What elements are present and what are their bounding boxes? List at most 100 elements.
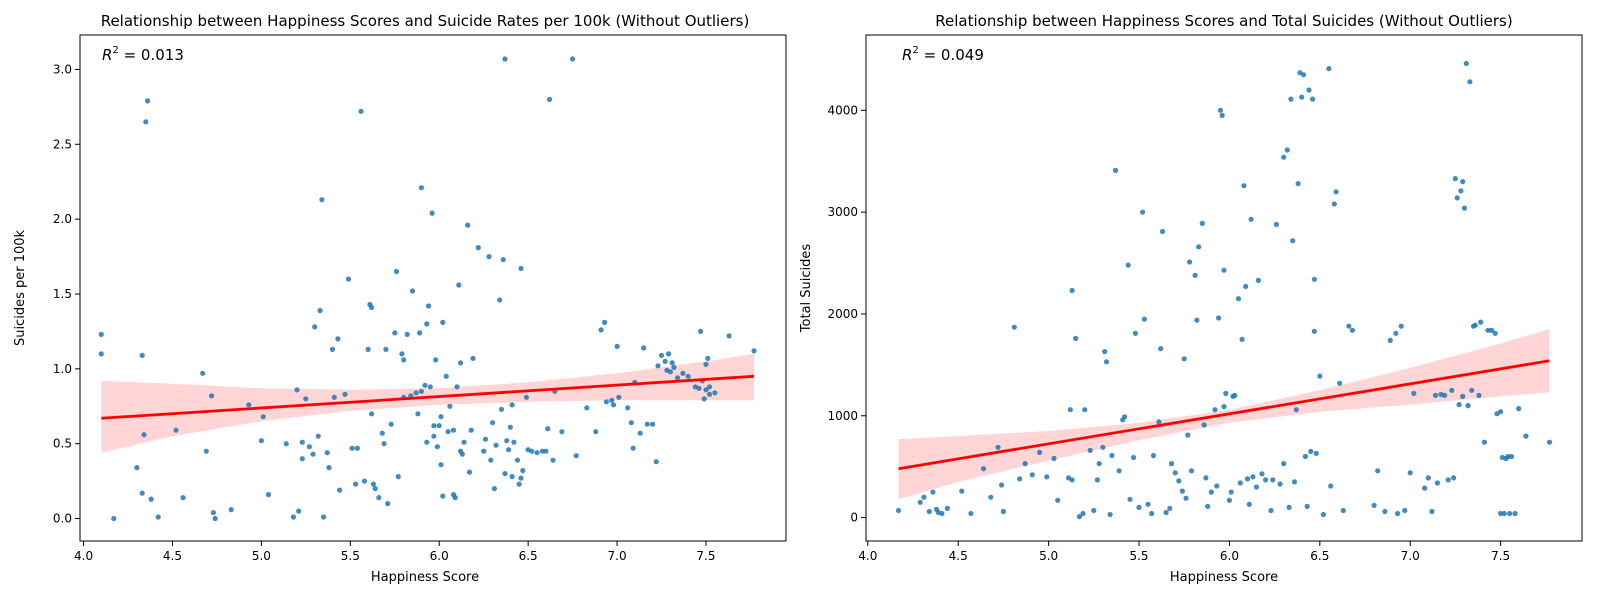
scatter-point (543, 448, 549, 454)
scatter-point (559, 429, 565, 435)
scatter-point (303, 396, 309, 402)
scatter-point (418, 388, 424, 394)
scatter-point (491, 486, 497, 492)
scatter-point (1281, 154, 1287, 160)
scatter-point (1187, 259, 1193, 265)
x-tick-label: 5.0 (252, 549, 271, 563)
scatter-point (1208, 489, 1214, 495)
x-axis-label: Happiness Score (1170, 570, 1278, 585)
scatter-point (1159, 228, 1166, 235)
scatter-point (369, 411, 375, 417)
scatter-point (1432, 392, 1439, 398)
scatter-point (921, 494, 927, 500)
regression-line (101, 374, 755, 420)
scatter-point (1523, 433, 1529, 439)
scatter-point (1456, 402, 1462, 408)
scatter-point (306, 444, 312, 450)
scatter-point (1328, 483, 1334, 489)
scatter-point (361, 478, 368, 484)
scatter-point (1087, 447, 1093, 453)
scatter-point (401, 357, 407, 363)
scatter-point (458, 360, 464, 366)
scatter-point (354, 445, 360, 451)
y-tick-label: 2.0 (53, 212, 72, 226)
scatter-point (1037, 449, 1043, 455)
scatter-point (644, 421, 650, 427)
scatter-point (1150, 452, 1157, 459)
scatter-point (1371, 502, 1377, 508)
scatter-point (1451, 475, 1457, 481)
scatter-point (1082, 407, 1088, 413)
scatter-point (1132, 330, 1138, 336)
scatter-point (440, 319, 446, 325)
scatter-point (1237, 480, 1243, 486)
scatter-point (1069, 477, 1075, 483)
scatter-point (1498, 409, 1504, 415)
scatter-point (134, 465, 140, 471)
scatter-point (1122, 414, 1128, 420)
scatter-point (1501, 510, 1507, 517)
scatter-point (895, 507, 902, 514)
scatter-point (1156, 419, 1162, 425)
y-tick-label: 4000 (827, 103, 858, 117)
scatter-point (203, 448, 209, 454)
scatter-point (246, 402, 252, 408)
scatter-point (426, 303, 432, 309)
scatter-point (1044, 474, 1050, 480)
scatter-point (666, 351, 672, 357)
scatter-point (685, 373, 691, 379)
scatter-point (650, 421, 656, 427)
scatter-point (641, 345, 647, 351)
x-tick-label: 4.0 (858, 549, 877, 563)
scatter-point (917, 499, 923, 505)
scatter-point (1112, 167, 1119, 173)
scatter-point (155, 514, 161, 520)
scatter-point (447, 403, 453, 409)
scatter-point (1375, 468, 1381, 474)
scatter-point (1407, 470, 1413, 476)
scatter-point (1221, 404, 1227, 410)
scatter-point (1454, 195, 1460, 201)
scatter-point (335, 336, 341, 342)
scatter-point (143, 119, 149, 125)
scatter-point (1277, 481, 1283, 487)
scatter-point (342, 391, 348, 397)
chart-title: Relationship between Happiness Scores an… (101, 12, 750, 30)
x-tick-label: 6.5 (519, 549, 538, 563)
scatter-point (383, 346, 389, 352)
scatter-point (1212, 407, 1218, 413)
y-tick-label: 0 (850, 511, 858, 525)
scatter-point (1253, 484, 1260, 490)
scatter-points-layer (98, 56, 757, 522)
scatter-point (1317, 373, 1323, 379)
x-tick-label: 4.5 (163, 549, 182, 563)
scatter-point (1158, 346, 1164, 352)
scatter-point (1382, 508, 1388, 515)
scatter-point (1011, 324, 1017, 330)
scatter-point (409, 288, 416, 294)
scatter-point (1461, 205, 1468, 211)
scatter-point (1149, 510, 1155, 517)
scatter-point (518, 265, 524, 272)
scatter-point (1393, 330, 1399, 336)
y-axis-ticks: 0 1000 2000 3000 4000 (827, 103, 866, 525)
scatter-point (1255, 277, 1261, 283)
scatter-point (988, 494, 994, 500)
scatter-point (1029, 472, 1035, 478)
scatter-point (370, 481, 376, 487)
scatter-point (1100, 444, 1106, 450)
scatter-point (614, 343, 620, 349)
scatter-point (609, 397, 615, 403)
scatter-point (470, 355, 476, 361)
scatter-point (365, 346, 371, 352)
x-tick-label: 5.5 (341, 549, 360, 563)
scatter-point (299, 456, 305, 462)
scatter-point (418, 185, 424, 191)
scatter-point (438, 414, 444, 420)
scatter-point (424, 321, 430, 327)
scatter-point (1308, 448, 1314, 454)
scatter-point (1067, 407, 1073, 413)
scatter-point (751, 348, 757, 354)
regression-line (898, 359, 1550, 471)
